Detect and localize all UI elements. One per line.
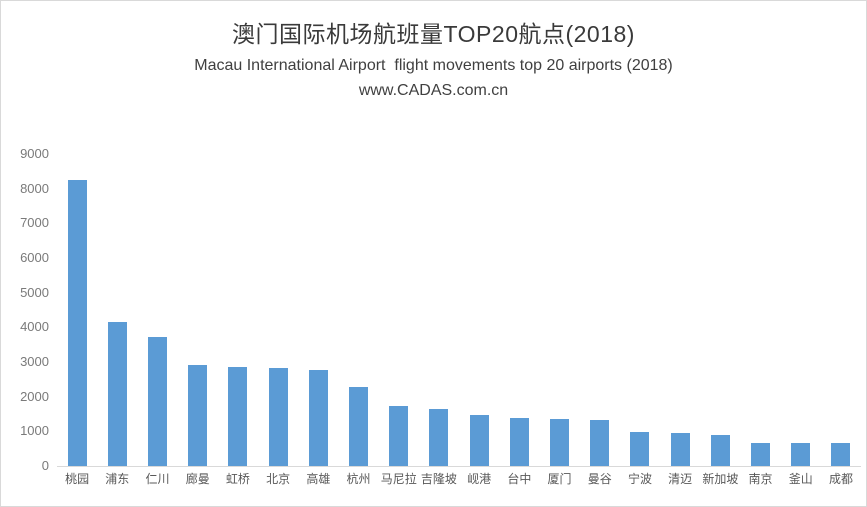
bar-6 (268, 368, 288, 466)
y-tick-label: 2000 (20, 388, 49, 404)
bar-slot-1 (57, 154, 97, 466)
x-tick-label-1: 桃园 (65, 472, 90, 486)
bar-slot-16 (660, 154, 700, 466)
bar-9 (389, 406, 409, 466)
x-tick-label-13: 厦门 (547, 472, 572, 486)
bar-slot-20 (821, 154, 861, 466)
bar-slot-8 (338, 154, 378, 466)
bar-slot-2 (97, 154, 137, 466)
bar-12 (509, 418, 529, 466)
bar-14 (590, 420, 610, 466)
bar-slot-18 (740, 154, 780, 466)
bar-slot-3 (137, 154, 177, 466)
bar-slot-14 (580, 154, 620, 466)
x-tick-label-12: 台中 (507, 472, 532, 486)
x-tick-label-20: 成都 (828, 472, 853, 486)
y-tick-label: 8000 (20, 180, 49, 196)
x-tick-label-10: 吉隆坡 (420, 472, 457, 486)
x-tick-label-11: 岘港 (467, 472, 492, 486)
x-tick-label-3: 仁川 (145, 472, 170, 486)
x-axis: 桃园 浦东 仁川 廊曼 虹桥 北京 高雄 杭州 马尼拉 吉隆坡 岘港 台中 厦门 曼谷 宁波 清迈 新加坡 南京 釜… (57, 471, 861, 487)
y-tick-label: 6000 (20, 250, 49, 265)
y-tick-label: 0 (41, 458, 49, 473)
bar-3 (148, 337, 167, 466)
bar-15 (630, 432, 650, 466)
x-tick-label-4: 廊曼 (185, 472, 210, 486)
x-tick-label-7: 高雄 (306, 472, 331, 486)
chart-source-url: www.CADAS.com.cn (358, 82, 509, 99)
bar-slot-15 (620, 154, 660, 466)
chart-title: 澳门国际机场航班量TOP20航点(2018) (232, 21, 635, 47)
y-tick-label: 1000 (20, 423, 49, 439)
bar-slot-17 (700, 154, 740, 466)
plot-area (57, 154, 861, 467)
x-tick-label-6: 北京 (266, 472, 291, 486)
bar-slot-10 (419, 154, 459, 466)
chart-header: 澳门国际机场航班量TOP20航点(2018) Macau Internation… (1, 19, 866, 101)
bar-slot-4 (178, 154, 218, 466)
bar-2 (107, 322, 127, 466)
x-tick-label-8: 杭州 (346, 472, 371, 486)
bar-slot-7 (298, 154, 338, 466)
bar-16 (670, 433, 690, 466)
y-tick-label: 3000 (20, 354, 49, 369)
bar-slot-19 (781, 154, 821, 466)
x-tick-label-14: 曼谷 (587, 472, 612, 486)
y-tick-label: 4000 (20, 319, 49, 335)
x-tick-label-17: 新加坡 (702, 472, 739, 486)
y-tick-label: 5000 (20, 284, 49, 300)
bar-slot-6 (258, 154, 298, 466)
bar-13 (550, 419, 570, 466)
bar-slot-12 (499, 154, 539, 466)
x-tick-label-9: 马尼拉 (380, 472, 417, 486)
y-tick-label: 7000 (20, 215, 49, 231)
bar-slot-5 (218, 154, 258, 466)
bar-10 (429, 409, 449, 466)
bar-slot-13 (539, 154, 579, 466)
bar-20 (831, 443, 851, 466)
bar-18 (751, 443, 771, 466)
bar-7 (308, 370, 328, 466)
x-tick-label-15: 宁波 (627, 472, 652, 486)
bar-4 (188, 365, 208, 466)
x-tick-label-16: 清迈 (668, 472, 693, 486)
bar-slot-11 (459, 154, 499, 466)
bar-slot-9 (379, 154, 419, 466)
x-tick-label-2: 浦东 (105, 472, 130, 486)
bar-17 (710, 435, 730, 466)
chart-subtitle: Macau International Airport flight movem… (194, 57, 673, 74)
bar-1 (67, 180, 87, 466)
y-tick-label: 9000 (20, 146, 49, 161)
y-axis: 0 1000 2000 3000 4000 5000 6000 7000 8000 9000 (1, 1, 49, 506)
bar-8 (349, 387, 369, 466)
bar-11 (469, 415, 489, 466)
x-tick-label-5: 虹桥 (225, 472, 250, 486)
bar-5 (228, 367, 248, 466)
x-tick-label-19: 釜山 (788, 472, 813, 486)
x-tick-label-18: 南京 (748, 472, 773, 486)
bar-19 (791, 443, 811, 466)
